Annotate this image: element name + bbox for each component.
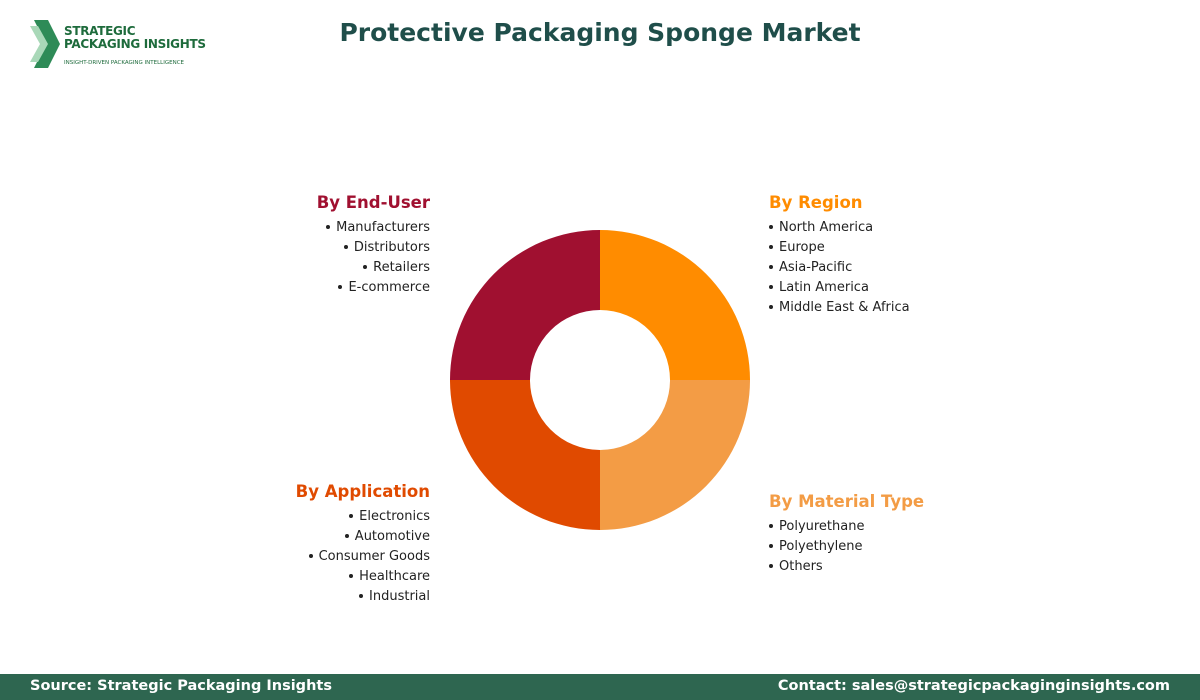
segment-item: Others	[769, 557, 1069, 577]
donut-segment	[450, 230, 600, 380]
segment-item: E-commerce	[130, 278, 430, 298]
logo-mark	[30, 20, 60, 68]
segment-title: By Region	[769, 193, 863, 212]
segment-title: By Application	[295, 482, 430, 501]
segment-title: By Material Type	[769, 492, 925, 511]
source: Source: Strategic Packaging Insights	[30, 678, 332, 694]
donut-segment	[600, 230, 750, 380]
donut-segment	[450, 380, 600, 530]
contact: Contact: sales@strategicpackaginginsight…	[777, 678, 1170, 694]
segment-item: Healthcare	[130, 567, 430, 587]
segment-block: By End-User Manufacturers Distributors Reta…	[130, 193, 430, 298]
segment-item: Consumer Goods	[130, 547, 430, 567]
donut-segment	[600, 380, 750, 530]
logo-tagline: INSIGHT-DRIVEN PACKAGING INTELLIGENCE	[64, 60, 185, 66]
logo-name: STRATEGIC	[64, 24, 136, 38]
segment-item: Polyethylene	[769, 537, 1069, 557]
segment-block: By Material Type Polyurethane Polyethylene…	[769, 492, 1069, 577]
segment-item: Manufacturers	[130, 218, 430, 238]
segment-item: Polyurethane	[769, 517, 1069, 537]
segment-block: By Application Electronics Automotive Consu…	[130, 482, 430, 607]
segment-item: Middle East & Africa	[769, 298, 1069, 318]
segment-item: Retailers	[130, 258, 430, 278]
segment-item: North America	[769, 218, 1069, 238]
segment-item: Latin America	[769, 278, 1069, 298]
segment-item: Automotive	[130, 527, 430, 547]
segment-item: Industrial	[130, 587, 430, 607]
title: Protective Packaging Sponge Market	[339, 18, 861, 47]
segment-block: By Region North America Europe Asia-Pacific…	[769, 193, 1069, 318]
segment-item: Europe	[769, 238, 1069, 258]
footer: Source: Strategic Packaging Insights Con…	[0, 674, 1200, 700]
segment-title: By End-User	[316, 193, 430, 212]
segment-item: Asia-Pacific	[769, 258, 1069, 278]
segment-item: Distributors	[130, 238, 430, 258]
logo-name: PACKAGING INSIGHTS	[64, 37, 206, 51]
segment-item: Electronics	[130, 507, 430, 527]
